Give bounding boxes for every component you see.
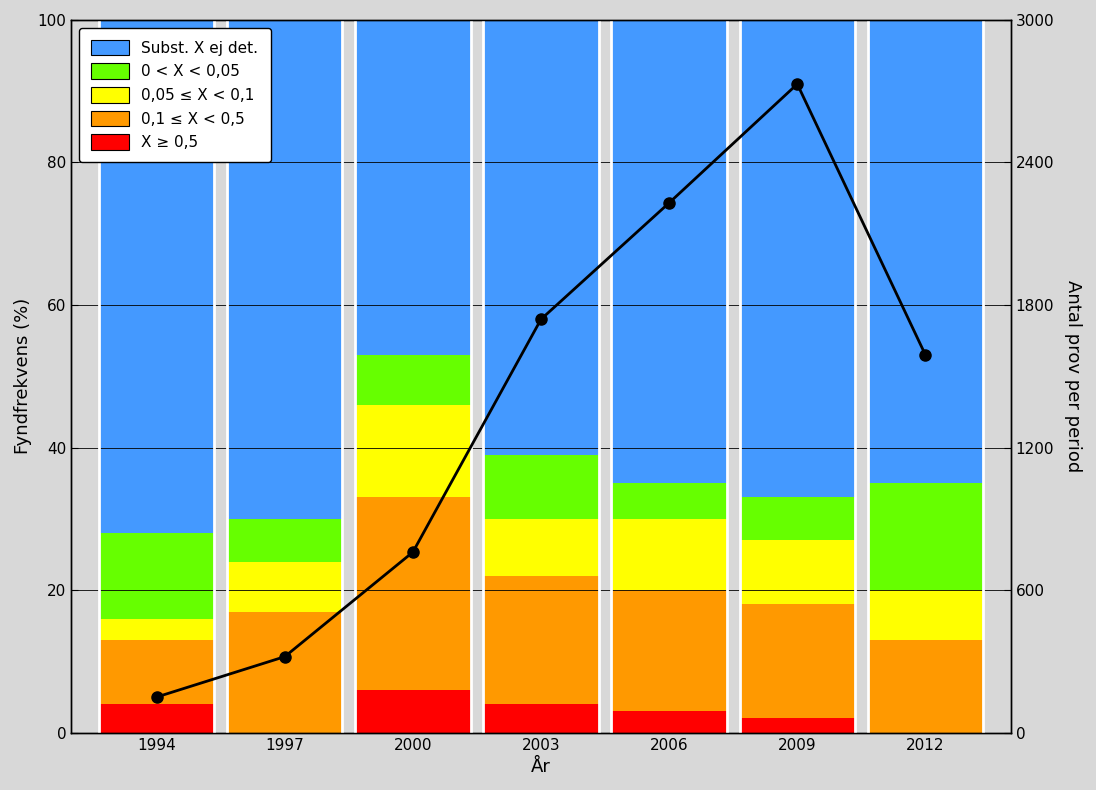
Bar: [740, 540, 855, 604]
Bar: [99, 619, 214, 640]
Bar: [227, 562, 342, 611]
Bar: [612, 711, 727, 732]
Bar: [483, 20, 598, 455]
Bar: [740, 718, 855, 732]
Bar: [612, 483, 727, 519]
Bar: [99, 640, 214, 704]
Bar: [483, 455, 598, 519]
Bar: [483, 519, 598, 576]
Bar: [612, 519, 727, 590]
Bar: [868, 590, 983, 640]
Bar: [612, 20, 727, 483]
Bar: [740, 20, 855, 498]
Bar: [227, 611, 342, 732]
Bar: [99, 20, 214, 533]
Bar: [612, 590, 727, 711]
Bar: [740, 498, 855, 540]
Bar: [355, 20, 470, 355]
Bar: [355, 355, 470, 404]
Y-axis label: Fyndfrekvens (%): Fyndfrekvens (%): [14, 298, 32, 454]
Bar: [355, 690, 470, 732]
Legend: Subst. X ej det., 0 < X < 0,05, 0,05 ≤ X < 0,1, 0,1 ≤ X < 0,5, X ≥ 0,5: Subst. X ej det., 0 < X < 0,05, 0,05 ≤ X…: [79, 28, 271, 163]
Bar: [868, 640, 983, 732]
Bar: [355, 498, 470, 690]
Bar: [868, 20, 983, 483]
Bar: [740, 604, 855, 718]
Bar: [227, 20, 342, 519]
Bar: [227, 519, 342, 562]
X-axis label: År: År: [532, 758, 551, 776]
Bar: [483, 576, 598, 704]
Bar: [99, 533, 214, 619]
Bar: [99, 704, 214, 732]
Bar: [483, 704, 598, 732]
Bar: [355, 404, 470, 498]
Bar: [868, 483, 983, 590]
Y-axis label: Antal prov per period: Antal prov per period: [1064, 280, 1082, 472]
